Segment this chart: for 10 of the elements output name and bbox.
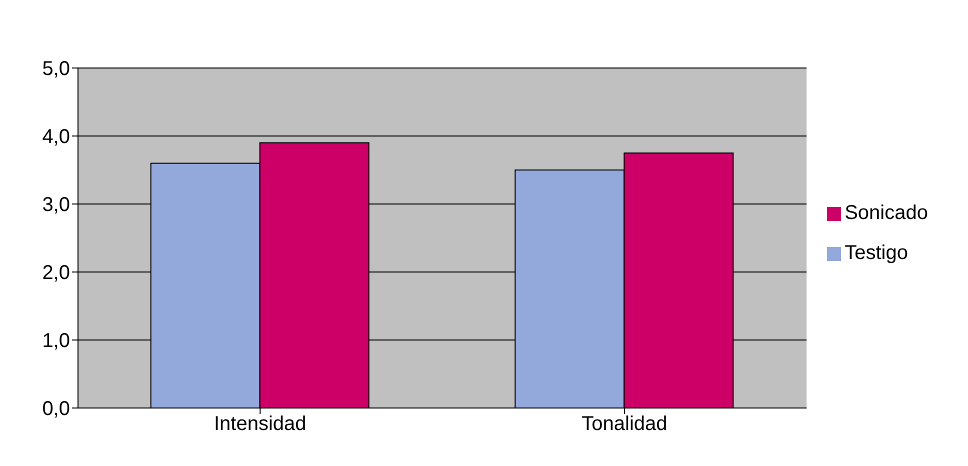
x-tick-label: Tonalidad xyxy=(582,413,668,436)
y-tick-label: 2,0 xyxy=(42,262,70,284)
y-tick-label: 3,0 xyxy=(42,194,70,216)
y-tick-label: 1,0 xyxy=(42,330,70,352)
legend-label: Sonicado xyxy=(844,202,928,224)
legend-label: Testigo xyxy=(844,242,908,264)
y-tick-label: 4,0 xyxy=(42,126,70,148)
y-tick-label: 5,0 xyxy=(42,58,70,80)
y-tick-label: 0,0 xyxy=(42,398,70,420)
x-tick-label: Intensidad xyxy=(214,413,306,436)
